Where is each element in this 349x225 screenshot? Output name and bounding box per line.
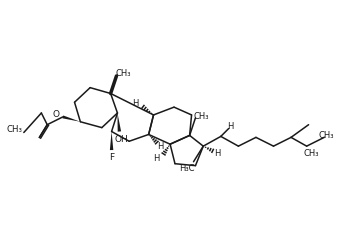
Text: H: H	[132, 99, 138, 108]
Text: CH₃: CH₃	[116, 70, 131, 79]
Text: H₃C: H₃C	[179, 164, 194, 173]
Text: H: H	[153, 154, 159, 163]
Polygon shape	[110, 132, 113, 150]
Text: H: H	[214, 149, 220, 158]
Text: F: F	[109, 153, 114, 162]
Polygon shape	[118, 113, 121, 132]
Text: H: H	[157, 142, 164, 151]
Text: CH₃: CH₃	[304, 149, 319, 158]
Text: CH₃: CH₃	[6, 125, 22, 134]
Text: H: H	[228, 122, 234, 131]
Polygon shape	[62, 115, 80, 122]
Text: O: O	[52, 110, 59, 119]
Text: OH: OH	[114, 135, 128, 144]
Text: CH₃: CH₃	[318, 131, 334, 140]
Text: CH₃: CH₃	[194, 112, 209, 122]
